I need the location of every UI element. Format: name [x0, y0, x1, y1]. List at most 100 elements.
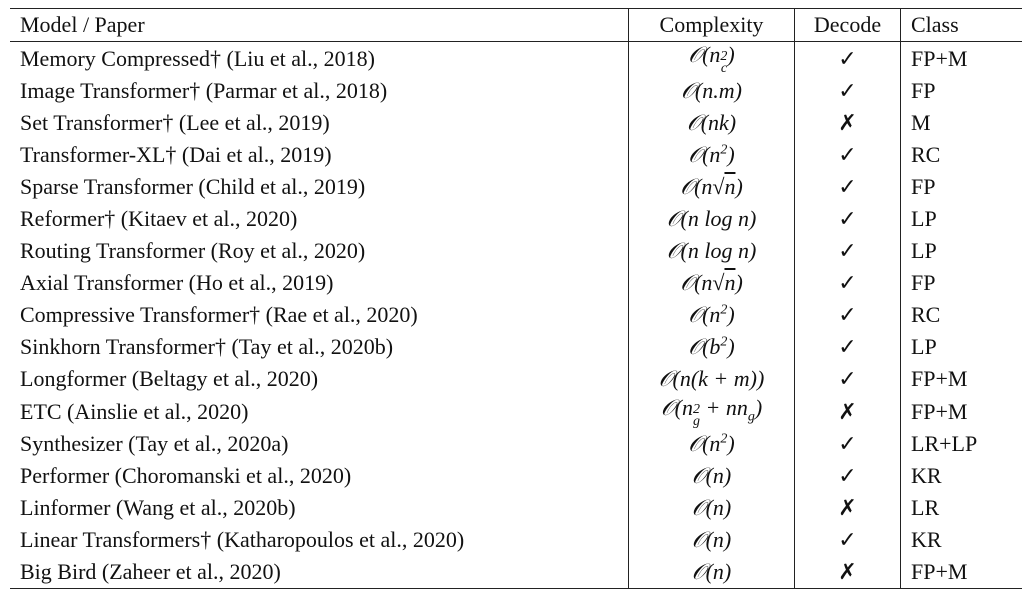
math-text: 𝒪(n√	[680, 270, 725, 295]
math-text: 𝒪(n	[688, 42, 721, 67]
model-cell: ETC (Ainslie et al., 2020)	[20, 398, 249, 424]
row: Transformer-XL† (Dai et al., 2019) 𝒪(n2) ✓…	[10, 139, 1022, 171]
class-cell: KR	[900, 524, 1022, 556]
model-cell: Axial Transformer (Ho et al., 2019)	[20, 270, 334, 295]
decode-cell: ✓	[794, 171, 901, 203]
math-text: 𝒪(n	[660, 395, 693, 420]
class-cell: LP	[900, 331, 1022, 363]
row: Routing Transformer (Roy et al., 2020) 𝒪(…	[10, 235, 1022, 267]
model-cell: Linformer (Wang et al., 2020b)	[20, 495, 296, 520]
complexity-cell: 𝒪(n 2 c)	[628, 41, 795, 76]
class-cell: LP	[900, 203, 1022, 235]
decode-cell: ✓	[794, 460, 901, 492]
decode-cell: ✓	[794, 203, 901, 235]
math-text: )	[727, 302, 735, 327]
class-cell: FP+M	[900, 395, 1022, 428]
header-row: Model / Paper Complexity Decode Class	[10, 8, 1022, 42]
class-cell: M	[900, 107, 1022, 139]
complexity-cell: 𝒪(n)	[628, 460, 795, 492]
math-text: )	[727, 42, 735, 67]
header-cell: Class	[900, 8, 1022, 42]
class-cell: FP+M	[900, 556, 1022, 589]
row: Sinkhorn Transformer† (Tay et al., 2020b…	[10, 331, 1022, 363]
math-text: 𝒪(b	[688, 334, 721, 359]
radicand: n	[724, 174, 736, 199]
complexity-cell: 𝒪(n.m)	[628, 75, 795, 107]
complexity-cell: 𝒪(b2)	[628, 331, 795, 363]
math-text: 𝒪(n	[688, 302, 721, 327]
decode-cell: ✓	[794, 235, 901, 267]
class-cell: FP	[900, 75, 1022, 107]
model-cell: Sparse Transformer (Child et al., 2019)	[20, 174, 366, 199]
decode-cell: ✓	[794, 75, 901, 107]
complexity-cell: 𝒪(n)	[628, 556, 795, 589]
superscript: 2	[720, 49, 728, 64]
radicand: n	[724, 270, 736, 295]
complexity-cell: 𝒪(n2)	[628, 139, 795, 171]
complexity-cell: 𝒪(n√n)	[628, 267, 795, 299]
math-text: )	[727, 142, 735, 167]
row: Performer (Choromanski et al., 2020) 𝒪(n)…	[10, 460, 1022, 492]
row: Synthesizer (Tay et al., 2020a) 𝒪(n2) ✓ LR+…	[10, 428, 1022, 460]
class-cell: KR	[900, 460, 1022, 492]
complexity-cell: 𝒪(n 2 g + nng)	[628, 395, 795, 429]
row: Reformer† (Kitaev et al., 2020) 𝒪(n log n…	[10, 203, 1022, 235]
model-cell: Big Bird (Zaheer et al., 2020)	[20, 559, 281, 584]
row: Sparse Transformer (Child et al., 2019) 𝒪…	[10, 171, 1022, 203]
complexity-cell: 𝒪(n log n)	[628, 235, 795, 267]
model-cell: Transformer-XL† (Dai et al., 2019)	[20, 142, 332, 167]
row: ETC (Ainslie et al., 2020) 𝒪(n 2 g + nng) ✗ F…	[10, 395, 1022, 429]
decode-cell: ✓	[794, 524, 901, 556]
superscript: 2	[720, 431, 728, 447]
class-cell: FP	[900, 171, 1022, 203]
superscript: 2	[720, 142, 728, 158]
row: Compressive Transformer† (Rae et al., 20…	[10, 299, 1022, 331]
math-text: 𝒪(nk)	[686, 110, 737, 135]
row: Linformer (Wang et al., 2020b) 𝒪(n) ✗ LR	[10, 492, 1022, 524]
model-cell: Image Transformer† (Parmar et al., 2018)	[20, 78, 388, 103]
header-cell: Complexity	[628, 8, 795, 42]
complexity-cell: 𝒪(n)	[628, 524, 795, 556]
decode-cell: ✗	[794, 107, 901, 139]
header-cell: Decode	[794, 8, 901, 42]
model-cell: Memory Compressed† (Liu et al., 2018)	[20, 45, 375, 71]
math-text: 𝒪(n	[688, 431, 721, 456]
decode-cell: ✗	[794, 395, 901, 428]
complexity-cell: 𝒪(n(k + m))	[628, 363, 795, 395]
row: Memory Compressed† (Liu et al., 2018) 𝒪(n…	[10, 41, 1022, 76]
row: Axial Transformer (Ho et al., 2019) 𝒪(n√n…	[10, 267, 1022, 299]
decode-cell: ✗	[794, 556, 901, 589]
math-text: )	[727, 431, 735, 456]
math-text: 𝒪(n	[688, 142, 721, 167]
row: Image Transformer† (Parmar et al., 2018)…	[10, 75, 1022, 107]
model-cell: Compressive Transformer† (Rae et al., 20…	[20, 302, 418, 327]
math-text: )	[735, 174, 743, 199]
math-text: 𝒪(n√	[680, 174, 725, 199]
superscript: 2	[693, 402, 700, 417]
subscript: g	[747, 409, 755, 425]
class-cell: LP	[900, 235, 1022, 267]
class-cell: FP+M	[900, 41, 1022, 75]
complexity-cell: 𝒪(n√n)	[628, 171, 795, 203]
row: Set Transformer† (Lee et al., 2019) 𝒪(nk)…	[10, 107, 1022, 139]
model-cell: Performer (Choromanski et al., 2020)	[20, 463, 352, 488]
class-cell: FP	[900, 267, 1022, 299]
decode-cell: ✓	[794, 41, 901, 75]
model-cell: Set Transformer† (Lee et al., 2019)	[20, 110, 330, 135]
decode-cell: ✓	[794, 331, 901, 363]
math-text: )	[727, 334, 735, 359]
math-text: 𝒪(n.m)	[681, 78, 742, 103]
complexity-cell: 𝒪(n2)	[628, 299, 795, 331]
comparison-table: Model / Paper Complexity Decode Class Me…	[10, 8, 1022, 589]
math-text: 𝒪(n(k + m))	[658, 366, 765, 391]
class-cell: FP+M	[900, 363, 1022, 395]
math-text: 𝒪(n log n)	[666, 238, 757, 263]
math-text: 𝒪(n)	[691, 527, 732, 552]
model-cell: Routing Transformer (Roy et al., 2020)	[20, 238, 366, 263]
math-text: + nn	[700, 395, 748, 420]
row: Linear Transformers† (Katharopoulos et a…	[10, 524, 1022, 556]
math-text: 𝒪(n)	[691, 559, 732, 584]
model-cell: Sinkhorn Transformer† (Tay et al., 2020b…	[20, 334, 394, 359]
